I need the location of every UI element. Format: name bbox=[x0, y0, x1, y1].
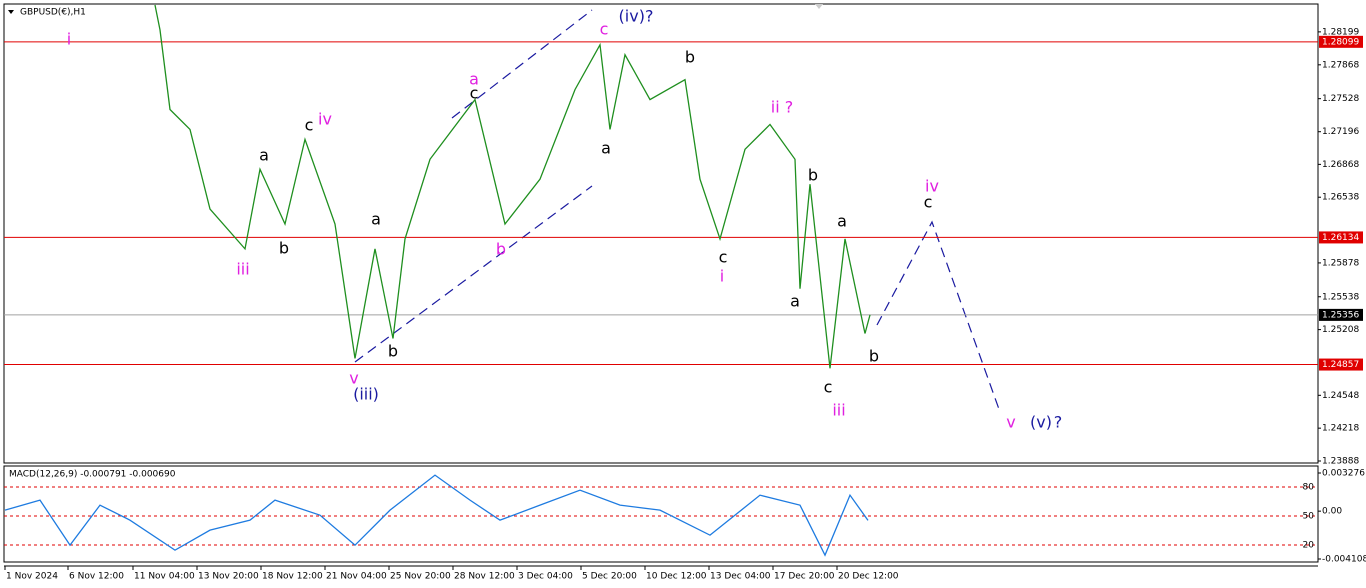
x-tick-label: 20 Dec 12:00 bbox=[838, 572, 899, 582]
x-tick-label: 5 Dec 20:00 bbox=[582, 572, 637, 582]
y-tick-label: 1.26868 bbox=[1322, 160, 1359, 170]
wave-label: iv bbox=[925, 177, 939, 196]
channel-lower bbox=[354, 185, 593, 363]
wave-lines bbox=[354, 9, 1001, 413]
level-tag bbox=[1319, 308, 1363, 321]
x-tick-label: 13 Nov 20:00 bbox=[198, 572, 259, 582]
y-tick-label: 0.00 bbox=[1322, 507, 1342, 517]
x-tick-label: 21 Nov 04:00 bbox=[326, 572, 387, 582]
symbol-title: GBPUSD(€),H1 bbox=[20, 8, 86, 18]
wave-label: c bbox=[600, 20, 609, 39]
level-tag bbox=[1319, 358, 1363, 371]
wave-label: ii ? bbox=[771, 98, 793, 117]
x-tick-label: 1 Nov 2024 bbox=[6, 572, 58, 582]
x-tick-label: 6 Nov 12:00 bbox=[69, 572, 124, 582]
x-tick-label: 11 Nov 04:00 bbox=[134, 572, 195, 582]
y-tick-label: -0.004108 bbox=[1322, 554, 1366, 564]
macd-pane bbox=[3, 465, 1319, 563]
wave-label: b bbox=[685, 48, 695, 67]
wave-label: c bbox=[470, 84, 479, 103]
wave-label: ? bbox=[1054, 413, 1063, 432]
level-label: 1.25356 bbox=[1322, 310, 1359, 320]
y-tick-label: 0.003276 bbox=[1322, 468, 1365, 478]
wave-label: a bbox=[371, 210, 381, 229]
x-tick-label: 10 Dec 12:00 bbox=[646, 572, 707, 582]
level-label: 50 bbox=[1303, 512, 1315, 522]
wave-label: b bbox=[496, 240, 506, 259]
y-tick-label: 1.25878 bbox=[1322, 258, 1359, 268]
wave-label: b bbox=[279, 239, 289, 258]
wave-label: c bbox=[924, 193, 933, 212]
level-label: 20 bbox=[1303, 541, 1315, 551]
wave-label: a bbox=[790, 292, 800, 311]
level-tag bbox=[1319, 231, 1363, 244]
wave-label: iv bbox=[318, 110, 332, 129]
wave-label: i bbox=[720, 267, 724, 286]
level-tag bbox=[1319, 35, 1363, 48]
level-label: 80 bbox=[1303, 483, 1315, 493]
wave-label: b bbox=[808, 166, 818, 185]
wave-label: i bbox=[67, 30, 71, 49]
wave-label: b bbox=[388, 342, 398, 361]
level-label: 1.24857 bbox=[1322, 360, 1359, 370]
x-tick-label: 13 Dec 04:00 bbox=[710, 572, 771, 582]
x-tick-label: 17 Dec 20:00 bbox=[774, 572, 835, 582]
wave-label: v bbox=[349, 369, 358, 388]
y-tick-label: 1.28199 bbox=[1322, 27, 1359, 37]
macd-title: MACD(12,26,9) -0.000791 -0.000690 bbox=[9, 470, 176, 480]
level-label: 1.26134 bbox=[1322, 233, 1359, 243]
y-tick-label: 1.27868 bbox=[1322, 60, 1359, 70]
level-label: 1.28099 bbox=[1322, 37, 1359, 47]
wave-label: v bbox=[1006, 413, 1015, 432]
y-tick-label: 1.26538 bbox=[1322, 193, 1359, 203]
x-tick-label: 28 Nov 12:00 bbox=[454, 572, 515, 582]
wave-label: a bbox=[469, 70, 479, 89]
wave-label: iii bbox=[236, 260, 249, 279]
y-tick-label: 1.23888 bbox=[1322, 457, 1359, 467]
shift-marker bbox=[815, 4, 823, 9]
menu-arrow[interactable] bbox=[8, 10, 14, 14]
wave-label: c bbox=[719, 248, 728, 267]
wave-label: (iii) bbox=[353, 385, 379, 404]
wave-label: (v) bbox=[1030, 413, 1052, 432]
wave-label: iii bbox=[832, 401, 845, 420]
wave-label: a bbox=[837, 212, 847, 231]
y-tick-label: 1.24548 bbox=[1322, 391, 1359, 401]
y-tick-label: 1.27196 bbox=[1322, 127, 1359, 137]
x-tick-label: 25 Nov 20:00 bbox=[390, 572, 451, 582]
price-pane bbox=[3, 3, 1319, 464]
price-line bbox=[154, 4, 871, 369]
wave-label: a bbox=[259, 146, 269, 165]
wave-label: (iv)? bbox=[619, 7, 654, 26]
x-tick-label: 3 Dec 04:00 bbox=[518, 572, 573, 582]
price-line bbox=[4, 474, 869, 557]
y-tick-label: 1.27528 bbox=[1322, 94, 1359, 104]
y-tick-label: 1.24218 bbox=[1322, 424, 1359, 434]
wave-label: c bbox=[824, 378, 833, 397]
projection bbox=[876, 220, 1001, 413]
wave-label: c bbox=[305, 116, 314, 135]
x-tick-label: 18 Nov 12:00 bbox=[262, 572, 323, 582]
wave-label: b bbox=[869, 347, 879, 366]
wave-label: a bbox=[601, 139, 611, 158]
y-tick-label: 1.25538 bbox=[1322, 292, 1359, 302]
channel-upper bbox=[451, 9, 593, 119]
y-tick-label: 1.25208 bbox=[1322, 325, 1359, 335]
